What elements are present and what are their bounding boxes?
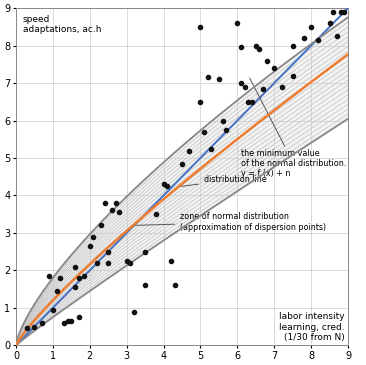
Text: distribution line: distribution line [178,175,267,187]
Point [109,208,115,214]
Point [326,20,332,26]
Point [279,84,284,90]
Point [264,58,270,64]
Point [142,249,148,254]
Point [249,99,255,105]
Point [72,264,78,269]
Point [338,9,344,15]
Text: labor intensity
learning, cred.
(1/30 from N): labor intensity learning, cred. (1/30 fr… [279,312,345,342]
Point [216,76,222,82]
Point [198,99,203,105]
Point [50,307,56,312]
Point [234,20,240,26]
Point [76,314,82,320]
Point [308,24,314,30]
Point [257,46,262,52]
Point [246,99,251,105]
Point [57,275,63,281]
Point [68,318,74,324]
Point [209,146,214,151]
Point [330,9,336,15]
Point [127,260,133,266]
Text: speed
adaptations, ac.h: speed adaptations, ac.h [23,15,101,34]
Point [124,258,130,264]
Point [341,9,347,15]
Point [242,84,248,90]
Point [220,118,225,123]
Point [179,161,185,166]
Point [253,43,259,49]
Point [54,288,60,294]
Point [39,320,45,326]
Text: zone of normal distribution
(approximation of dispersion points): zone of normal distribution (approximati… [135,212,326,232]
Point [290,43,296,49]
Point [260,86,266,92]
Point [61,320,67,326]
Point [113,200,119,206]
Point [315,37,321,43]
Point [31,324,37,330]
Point [46,273,52,279]
Point [238,45,244,50]
Point [223,127,229,133]
Point [205,74,211,80]
Point [172,283,178,288]
Point [290,73,296,78]
Point [72,284,78,290]
Point [81,273,87,279]
Point [153,211,159,217]
Point [301,35,307,41]
Point [334,33,340,39]
Point [116,210,122,215]
Point [161,181,167,187]
Point [24,326,30,331]
Point [94,260,100,266]
Point [238,80,244,86]
Point [186,147,192,153]
Point [201,129,207,135]
Point [65,318,71,324]
Text: the minimum value
of the normal distribution.
y = f (x) + n: the minimum value of the normal distribu… [241,78,346,178]
Point [164,183,170,189]
Point [131,309,137,315]
Point [168,258,174,264]
Point [198,24,203,30]
Point [87,243,93,249]
Point [102,200,108,206]
Point [271,65,277,71]
Point [142,283,148,288]
Point [105,260,111,266]
Point [98,223,104,228]
Point [76,275,82,281]
Point [90,234,96,239]
Point [105,249,111,254]
